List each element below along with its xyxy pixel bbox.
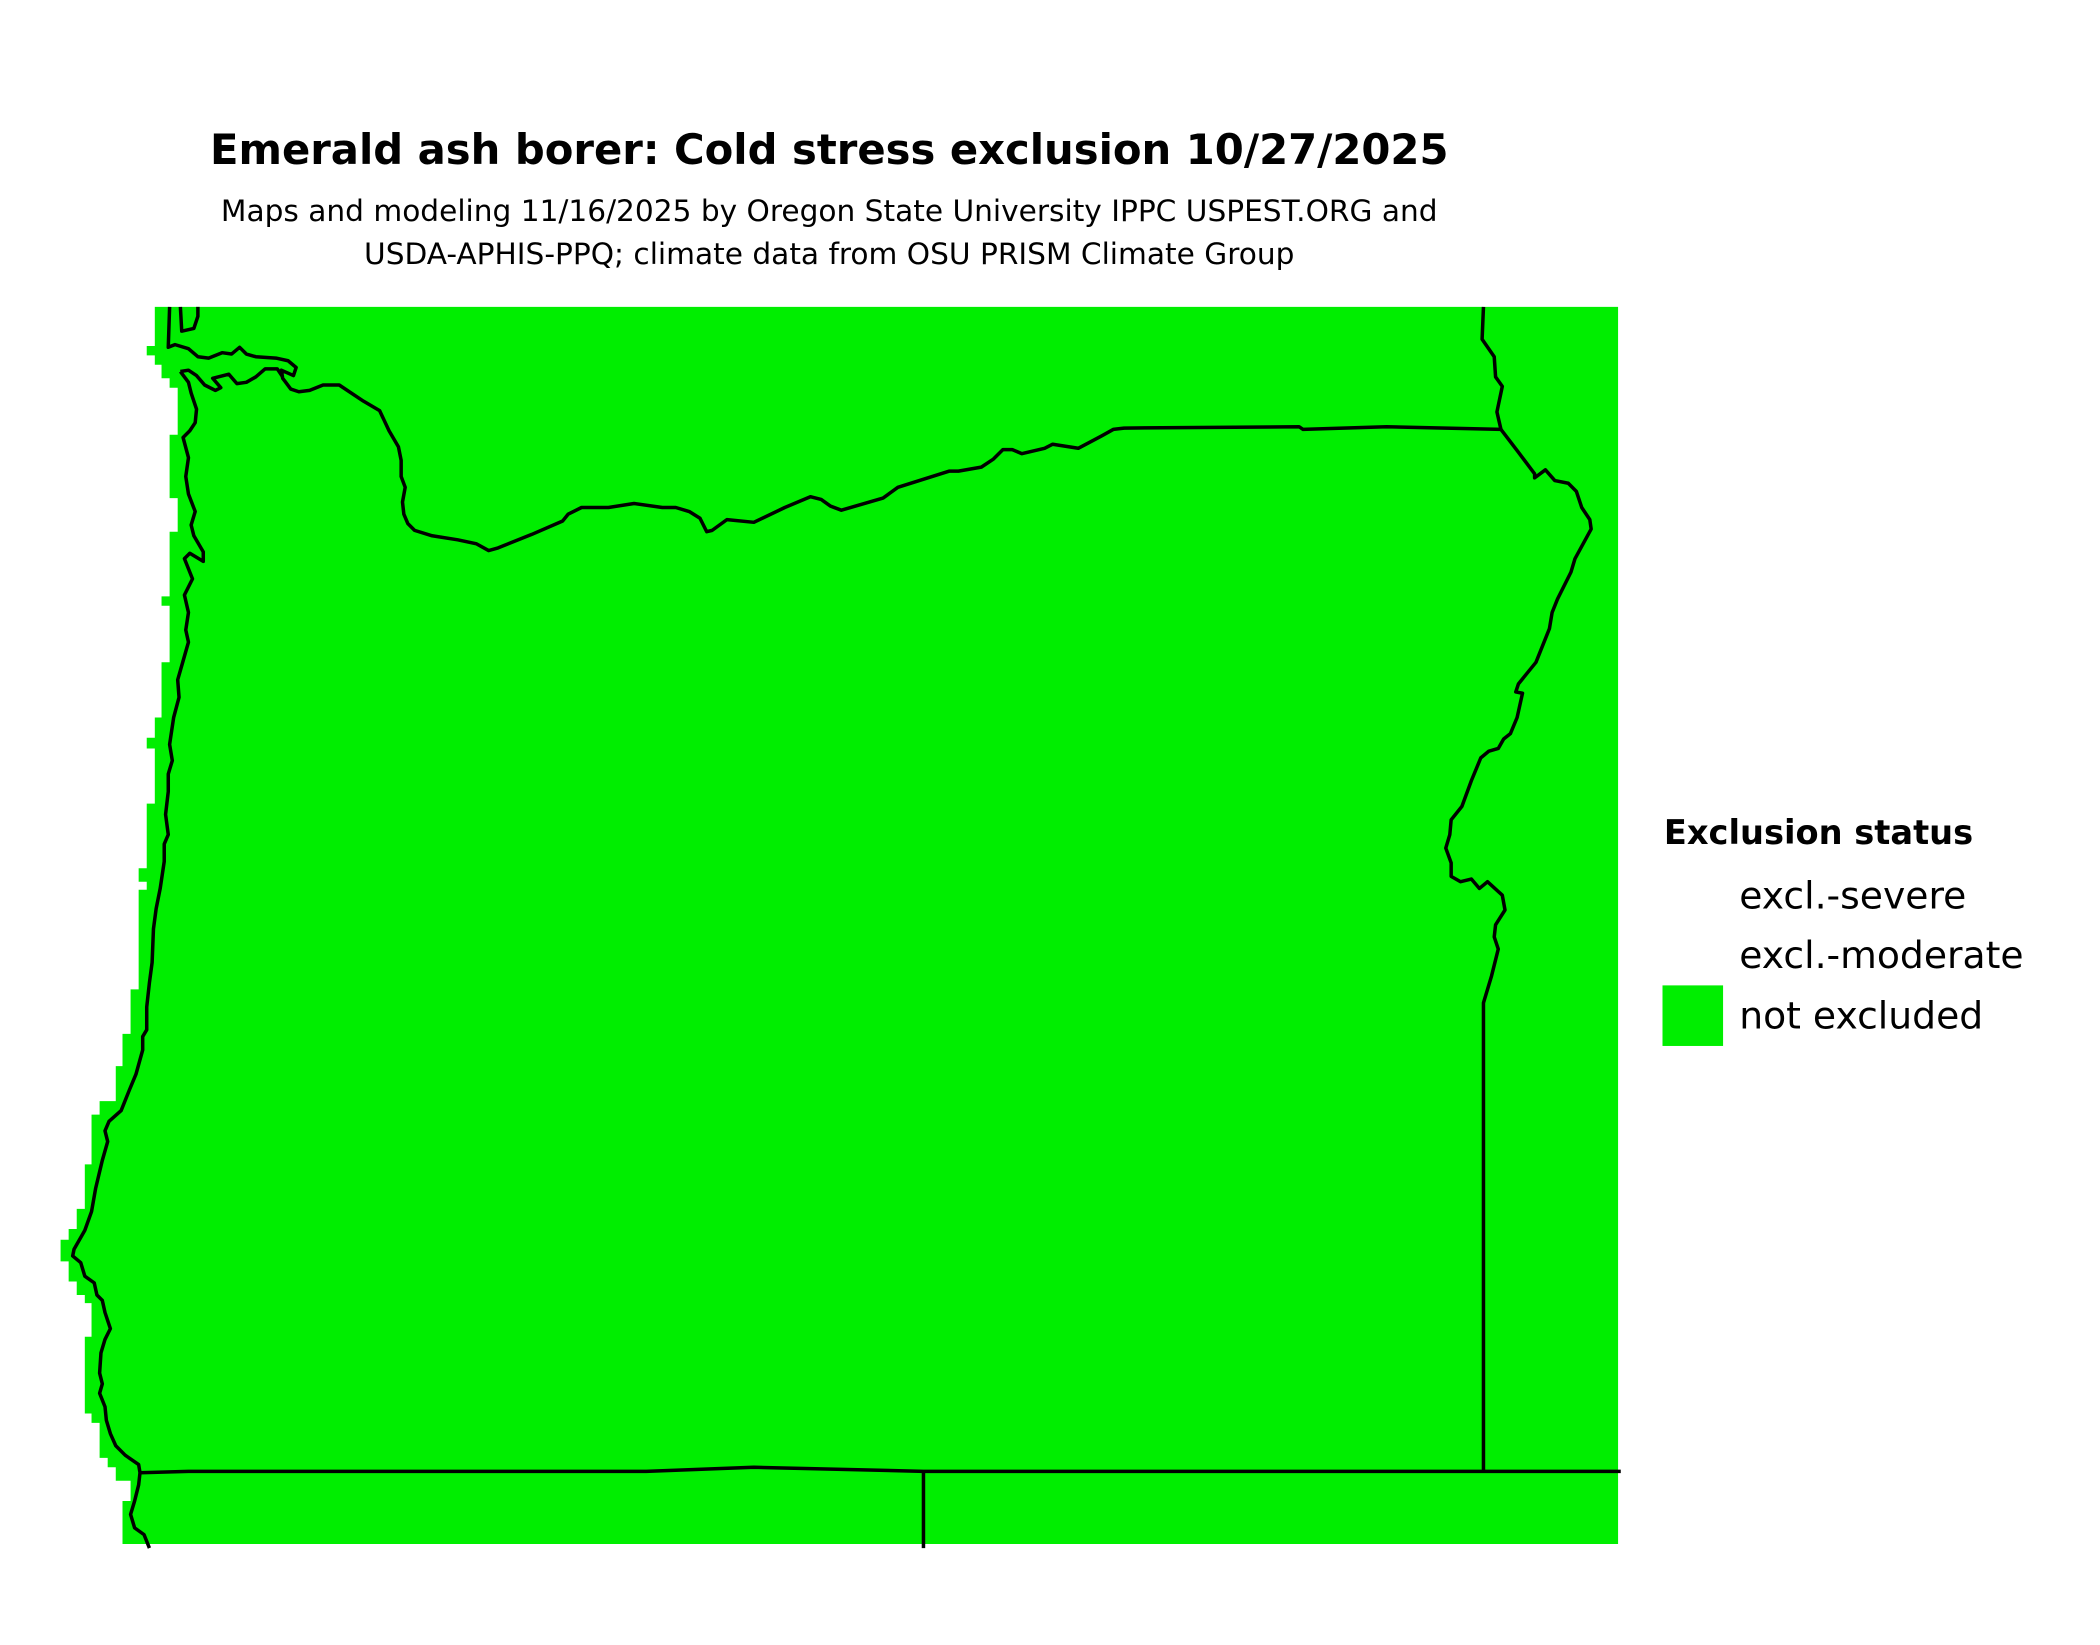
subtitle-line-1: Maps and modeling 11/16/2025 by Oregon S…	[221, 194, 1438, 228]
legend: Exclusion status excl.-severe excl.-mode…	[1662, 813, 2024, 1046]
southern-border	[139, 1465, 1621, 1475]
pacific-coastline	[180, 367, 285, 393]
map-panel	[60, 306, 1621, 1549]
state-borders	[70, 306, 1621, 1549]
legend-swatch-excl-moderate	[1662, 924, 1724, 986]
subtitle-line-2: USDA-APHIS-PPQ; climate data from OSU PR…	[364, 237, 1294, 271]
washington-idaho-border	[1480, 306, 1505, 430]
snake-river-border	[1444, 428, 1593, 1472]
legend-label-excl-moderate: excl.-moderate	[1739, 933, 2023, 977]
legend-swatch-excl-severe	[1662, 864, 1724, 925]
map-title: Emerald ash borer: Cold stress exclusion…	[210, 125, 1449, 174]
legend-title: Exclusion status	[1664, 813, 1973, 852]
columbia-river-border	[166, 306, 1502, 553]
legend-label-not-excluded: not excluded	[1739, 993, 1983, 1037]
willapa-bay-outline	[178, 306, 200, 333]
legend-label-excl-severe: excl.-severe	[1739, 874, 1966, 918]
oregon-coastline	[70, 370, 206, 1549]
legend-swatch-not-excluded	[1662, 985, 1724, 1046]
not-excluded-raster	[60, 306, 1619, 1545]
